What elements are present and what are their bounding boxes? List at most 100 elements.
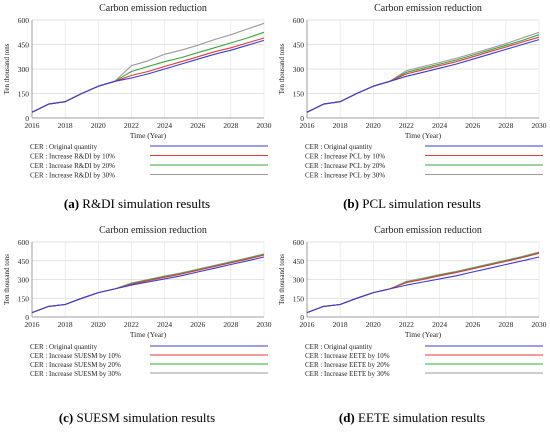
chart-c: Carbon emission reduction 0 150 300 450 600 20…	[3, 225, 272, 378]
x-tick-label: 2030	[532, 121, 547, 130]
caption-b-text: PCL simulation results	[362, 196, 481, 211]
legend-label-0: CER : Original quantity	[30, 343, 98, 351]
x-tick-label: 2024	[157, 121, 172, 130]
y-axis-label: Ten thousand tons	[278, 43, 286, 94]
caption-b-label: (b)	[343, 196, 359, 211]
y-tick-label: 300	[18, 65, 30, 74]
caption-b: (b) PCL simulation results	[277, 196, 547, 212]
x-tick-label: 2020	[366, 320, 381, 329]
legend-label-2: CER : Increase PCL by 20%	[305, 162, 385, 170]
y-tick-label: 150	[293, 294, 305, 303]
y-tick-label: 300	[293, 276, 305, 285]
legend-label-1: CER : Increase EETE by 10%	[305, 352, 390, 360]
x-tick-label: 2022	[399, 121, 414, 130]
x-tick-label: 2026	[465, 121, 480, 130]
x-tick-label: 2030	[532, 320, 547, 329]
legend-label-3: CER : Increase R&DI by 30%	[30, 172, 115, 180]
x-tick-label: 2028	[498, 320, 513, 329]
x-tick-label: 2018	[333, 320, 348, 329]
x-tick-label: 2018	[58, 121, 73, 130]
x-tick-label: 2016	[25, 121, 40, 130]
chart-panel-c: Carbon emission reduction 0 150 300 450 600 20…	[0, 222, 275, 404]
series-line-3	[31, 22, 265, 113]
x-tick-label: 2026	[190, 121, 205, 130]
legend-label-3: CER : Increase SUESM by 30%	[30, 370, 121, 378]
y-tick-label: 300	[293, 65, 305, 74]
y-tick-label: 0	[25, 313, 29, 322]
series-line-0	[306, 256, 540, 314]
caption-c: (c) SUESM simulation results	[2, 410, 272, 426]
chart-panel-b: Carbon emission reduction 0 150 300 450 600 20…	[275, 0, 550, 190]
x-tick-label: 2018	[333, 121, 348, 130]
legend-label-3: CER : Increase EETE by 30%	[305, 370, 390, 378]
x-tick-label: 2020	[91, 320, 106, 329]
caption-c-label: (c)	[58, 410, 74, 425]
x-axis-label: Time (Year)	[130, 330, 167, 339]
y-tick-label: 600	[293, 16, 305, 25]
caption-d-label: (d)	[338, 410, 355, 425]
y-tick-label: 600	[293, 238, 305, 247]
legend-label-0: CER : Original quantity	[305, 343, 373, 351]
x-tick-label: 2030	[257, 320, 272, 329]
legend-label-2: CER : Increase R&DI by 20%	[30, 162, 115, 170]
chart-title: Carbon emission reduction	[374, 225, 482, 236]
caption-a-text: R&DI simulation results	[82, 196, 211, 211]
x-tick-label: 2024	[432, 320, 447, 329]
y-tick-label: 150	[18, 294, 30, 303]
x-tick-label: 2028	[223, 121, 238, 130]
chart-title: Carbon emission reduction	[99, 3, 207, 14]
y-tick-label: 0	[25, 114, 29, 123]
x-tick-label: 2026	[465, 320, 480, 329]
y-tick-label: 450	[18, 41, 30, 50]
x-tick-label: 2016	[25, 320, 40, 329]
chart-title: Carbon emission reduction	[374, 3, 482, 14]
chart-panel-a: Carbon emission reduction 0 150 300 450 600 20…	[0, 0, 275, 190]
chart-d: Carbon emission reduction 0 150 300 450 600 20…	[278, 225, 547, 378]
chart-a: Carbon emission reduction 0 150 300 450 600 20…	[3, 3, 272, 180]
x-tick-label: 2022	[399, 320, 414, 329]
chart-panel-d: Carbon emission reduction 0 150 300 450 600 20…	[275, 222, 550, 404]
x-axis-label: Time (Year)	[405, 131, 442, 140]
series-line-0	[31, 39, 265, 113]
y-tick-label: 0	[300, 313, 304, 322]
y-tick-label: 300	[18, 276, 30, 285]
legend-label-0: CER : Original quantity	[30, 143, 98, 151]
legend-label-2: CER : Increase SUESM by 20%	[30, 361, 121, 369]
y-tick-label: 450	[293, 41, 305, 50]
caption-d: (d) EETE simulation results	[277, 410, 547, 426]
x-axis-label: Time (Year)	[130, 131, 167, 140]
y-tick-label: 600	[18, 16, 30, 25]
series-line-0	[306, 39, 540, 113]
caption-c-text: SUESM simulation results	[76, 410, 216, 425]
legend-label-0: CER : Original quantity	[305, 143, 373, 151]
y-tick-label: 450	[18, 257, 30, 266]
chart-title: Carbon emission reduction	[99, 225, 207, 236]
y-tick-label: 150	[293, 90, 305, 99]
x-axis-label: Time (Year)	[405, 330, 442, 339]
chart-b: Carbon emission reduction 0 150 300 450 600 20…	[278, 3, 547, 180]
x-tick-label: 2026	[190, 320, 205, 329]
x-tick-label: 2024	[432, 121, 447, 130]
legend-label-1: CER : Increase R&DI by 10%	[30, 153, 115, 161]
y-axis-label: Ten thousand tons	[278, 254, 286, 305]
x-tick-label: 2018	[58, 320, 73, 329]
y-tick-label: 0	[300, 114, 304, 123]
y-axis-label: Ten thousand tons	[3, 254, 11, 305]
caption-d-text: EETE simulation results	[358, 410, 486, 425]
x-tick-label: 2022	[124, 320, 139, 329]
y-tick-label: 450	[293, 257, 305, 266]
x-tick-label: 2016	[300, 320, 315, 329]
caption-a: (a) R&DI simulation results	[2, 196, 272, 212]
x-tick-label: 2024	[157, 320, 172, 329]
series-line-0	[31, 256, 265, 314]
x-tick-label: 2020	[91, 121, 106, 130]
x-tick-label: 2028	[223, 320, 238, 329]
x-tick-label: 2030	[257, 121, 272, 130]
y-tick-label: 150	[18, 90, 30, 99]
legend-label-1: CER : Increase PCL by 10%	[305, 153, 385, 161]
x-tick-label: 2028	[498, 121, 513, 130]
y-tick-label: 600	[18, 238, 30, 247]
x-tick-label: 2016	[300, 121, 315, 130]
caption-a-label: (a)	[63, 196, 80, 211]
x-tick-label: 2022	[124, 121, 139, 130]
